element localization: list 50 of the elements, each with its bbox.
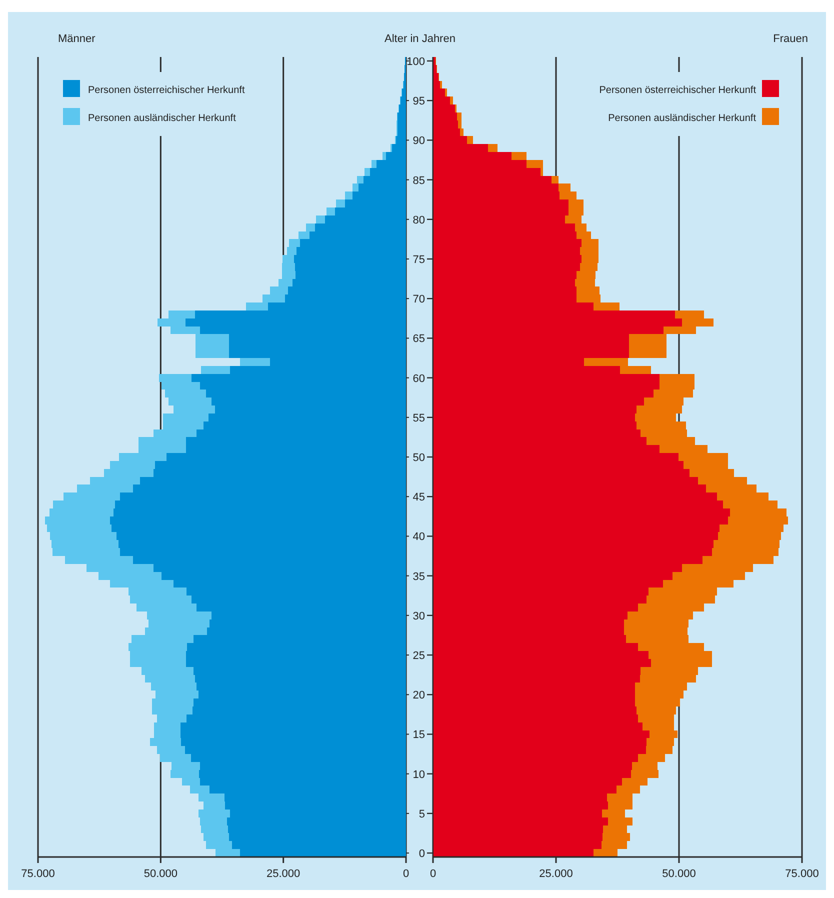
x-tick-label: 0: [430, 868, 436, 880]
legend-label: Personen österreichischer Herkunft: [88, 85, 245, 96]
y-tick-label: 75: [412, 254, 425, 266]
chart-title: Frauen: [773, 33, 808, 45]
bar: [364, 168, 370, 176]
bar: [326, 207, 335, 216]
y-tick-label: 10: [412, 768, 425, 781]
bar: [240, 358, 270, 366]
bar: [382, 152, 386, 160]
legend-label: Personen ausländischer Herkunft: [88, 113, 236, 124]
y-tick-label: 25: [412, 650, 425, 662]
bar: [512, 152, 526, 160]
chart-title: Männer: [58, 33, 96, 45]
x-tick-label: 25.000: [539, 868, 573, 880]
x-tick-label: 75.000: [785, 868, 819, 880]
y-tick-label: 40: [412, 531, 425, 544]
y-tick-label: 0: [418, 848, 425, 860]
bar: [466, 136, 473, 144]
y-tick-label: 45: [412, 492, 425, 504]
y-tick-label: 60: [412, 372, 425, 385]
y-tick-label: 95: [412, 96, 425, 108]
y-tick-label: 80: [412, 214, 425, 226]
bar: [200, 366, 230, 374]
y-tick-label: 15: [412, 729, 425, 742]
y-tick-label: 30: [412, 610, 425, 622]
y-tick-label: 90: [412, 135, 425, 148]
y-tick-label: 5: [418, 808, 425, 820]
y-tick-label: 65: [412, 333, 425, 346]
x-tick-label: 50.000: [144, 868, 178, 880]
legend-label: Personen ausländischer Herkunft: [608, 113, 756, 124]
bar: [316, 215, 326, 224]
y-tick-label: 70: [412, 294, 425, 306]
x-tick-label: 0: [402, 868, 410, 880]
bar: [552, 176, 558, 184]
bar: [450, 96, 454, 105]
bar: [488, 144, 498, 152]
y-tick-label: 100: [406, 56, 425, 68]
x-tick-label: 25.000: [266, 868, 300, 880]
y-axis-title: Alter in Jahren: [384, 33, 456, 45]
bar: [345, 192, 353, 200]
x-tick-label: 75.000: [21, 868, 55, 880]
bar: [372, 160, 377, 168]
y-tick-label: 20: [412, 690, 425, 702]
x-tick-label: 50.000: [662, 868, 696, 880]
legend-label: Personen österreichischer Herkunft: [599, 85, 756, 96]
y-tick-label: 35: [412, 570, 425, 583]
y-tick-label: 55: [412, 412, 425, 424]
y-tick-label: 50: [412, 452, 425, 464]
y-tick-label: 85: [412, 174, 425, 187]
bar: [336, 200, 346, 208]
